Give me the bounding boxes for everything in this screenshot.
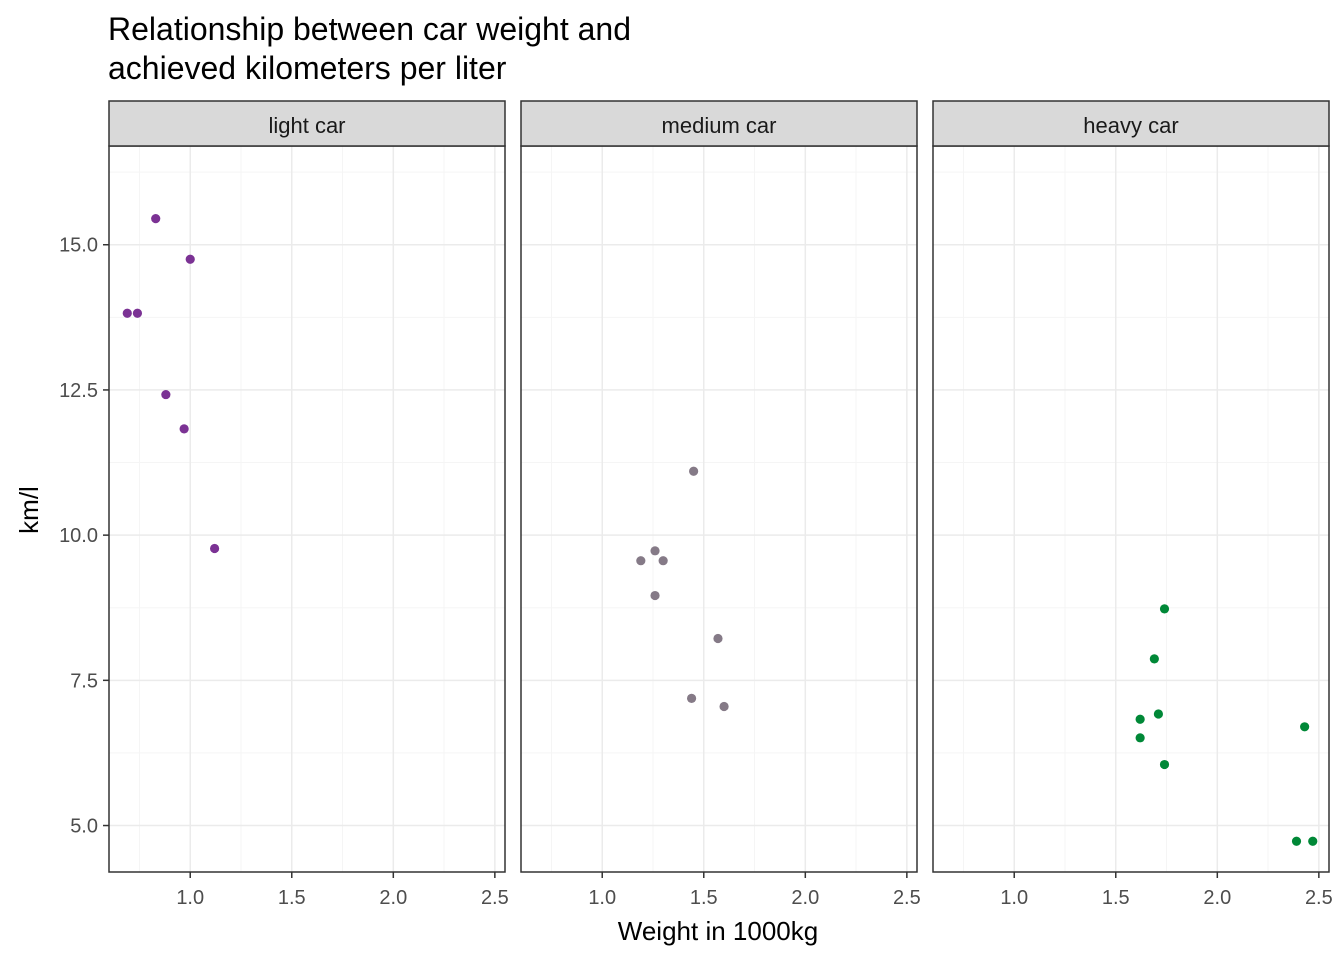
data-point <box>1149 654 1159 664</box>
facet-strip-label: heavy car <box>1083 113 1178 138</box>
data-point <box>151 214 161 224</box>
data-point <box>650 590 660 601</box>
data-point <box>132 308 143 318</box>
x-tick-label: 2.5 <box>1305 887 1333 909</box>
x-tick-label: 2.0 <box>1203 887 1231 909</box>
panel-background <box>109 146 505 872</box>
facet-strip-label: light car <box>268 113 345 138</box>
x-tick-label: 2.0 <box>379 887 407 909</box>
y-tick-label: 7.5 <box>70 670 98 692</box>
data-point <box>161 389 171 400</box>
data-point <box>1135 714 1145 724</box>
facet-strip <box>520 100 918 147</box>
y-tick-label: 12.5 <box>59 380 98 402</box>
x-tick-label: 2.0 <box>791 887 819 909</box>
y-tick-label: 5.0 <box>70 816 98 838</box>
data-point <box>689 466 699 476</box>
y-tick-label: 10.0 <box>59 525 98 547</box>
panel-background <box>521 146 917 872</box>
data-point <box>650 546 660 556</box>
x-tick-label: 2.5 <box>893 887 921 909</box>
data-point <box>1159 759 1170 770</box>
panel-background <box>933 146 1329 872</box>
data-point <box>1159 604 1170 614</box>
facet-strip <box>932 100 1330 147</box>
x-tick-label: 1.0 <box>588 887 616 909</box>
data-point <box>686 693 697 703</box>
data-point <box>1135 733 1145 743</box>
x-axis-title: Weight in 1000kg <box>618 916 818 946</box>
data-point <box>122 308 132 318</box>
y-tick-label: 15.0 <box>59 235 98 257</box>
facet-strip-label: medium car <box>662 113 777 138</box>
data-point <box>185 254 195 264</box>
x-tick-label: 1.5 <box>278 887 306 909</box>
x-tick-label: 1.0 <box>1000 887 1028 909</box>
data-point <box>1291 836 1302 846</box>
data-point <box>719 701 729 712</box>
x-tick-label: 1.5 <box>690 887 718 909</box>
facet-panel-3: heavy car 1.0 1.5 2.0 2.5 <box>932 100 1333 909</box>
data-point <box>1153 709 1164 719</box>
facet-strip <box>108 100 506 147</box>
data-point <box>1308 836 1318 846</box>
chart-title-line-1: Relationship between car weight and <box>108 11 631 47</box>
facet-panel-1: light car 1.0 1.5 2.0 2.5 5.0 7.5 10.0 12.5 15.0 <box>59 100 509 909</box>
x-tick-label: 2.5 <box>481 887 509 909</box>
y-axis-title: km/l <box>14 486 44 534</box>
facet-panels: light car 1.0 1.5 2.0 2.5 5.0 7.5 10.0 12.5 15.0 m… <box>59 100 1333 909</box>
data-point <box>658 556 668 566</box>
data-point <box>1300 722 1310 732</box>
chart-title-line-2: achieved kilometers per liter <box>108 50 507 86</box>
x-tick-label: 1.5 <box>1102 887 1130 909</box>
facet-panel-2: medium car 1.0 1.5 2.0 2.5 <box>520 100 921 909</box>
x-tick-label: 1.0 <box>176 887 204 909</box>
data-point <box>636 556 646 566</box>
data-point <box>210 543 220 554</box>
data-point <box>713 633 723 644</box>
data-point <box>179 424 189 434</box>
